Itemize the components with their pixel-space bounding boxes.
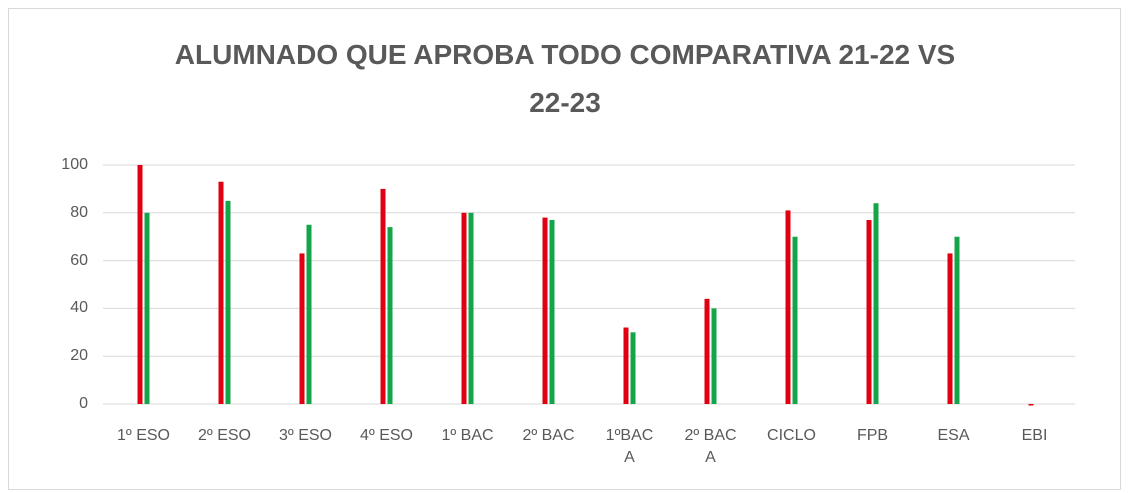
bar — [461, 212, 467, 404]
x-tick-label: 1º ESO — [117, 427, 170, 444]
x-tick-label: CICLO — [767, 427, 816, 444]
chart-border — [8, 8, 1121, 490]
x-tick-label: 1ºBAC A — [605, 427, 654, 466]
y-tick-label: 80 — [70, 203, 88, 221]
bar — [954, 236, 960, 404]
x-tick-label: 3º ESO — [279, 427, 332, 444]
bar — [711, 308, 717, 404]
x-tick-label: 2º BAC — [522, 427, 575, 444]
chart-title: ALUMNADO QUE APROBA TODO COMPARATIVA 21-… — [174, 39, 956, 118]
bar — [623, 327, 629, 404]
x-tick-label: 2º BAC A — [684, 427, 737, 466]
bar — [1028, 404, 1034, 406]
y-tick-label: 20 — [70, 347, 88, 365]
bar — [218, 181, 224, 404]
y-tick-label: 0 — [79, 395, 88, 412]
y-tick-label: 40 — [70, 299, 88, 317]
x-tick-label: 2º ESO — [198, 427, 251, 444]
bar — [468, 212, 474, 404]
x-tick-label: EBI — [1021, 427, 1048, 444]
bar — [380, 188, 386, 404]
bar — [306, 224, 312, 404]
y-tick-label: 60 — [70, 251, 88, 269]
bar — [549, 219, 555, 404]
bar — [704, 298, 710, 404]
bar — [542, 217, 548, 404]
bar — [299, 253, 305, 404]
bar — [873, 203, 879, 404]
bar — [947, 253, 953, 404]
bar — [785, 210, 791, 404]
bar — [866, 219, 872, 404]
y-tick-label: 100 — [61, 156, 88, 173]
x-tick-label: FPB — [856, 427, 889, 444]
bar — [225, 200, 231, 404]
bar — [144, 212, 150, 404]
bar — [137, 165, 143, 404]
x-tick-label: 4º ESO — [360, 427, 413, 444]
bar — [792, 236, 798, 404]
x-tick-label: ESA — [937, 427, 970, 444]
x-tick-label: 1º BAC — [441, 427, 494, 444]
bar — [630, 332, 636, 404]
bar — [387, 227, 393, 404]
